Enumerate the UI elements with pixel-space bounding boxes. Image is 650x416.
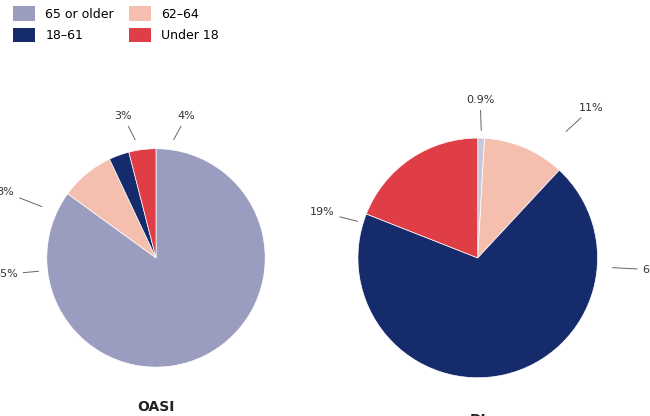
Wedge shape bbox=[109, 152, 156, 258]
Wedge shape bbox=[478, 138, 484, 258]
Wedge shape bbox=[68, 159, 156, 258]
X-axis label: DI: DI bbox=[469, 413, 486, 416]
Legend: 65 or older, 18–61, 62–64, Under 18: 65 or older, 18–61, 62–64, Under 18 bbox=[13, 6, 219, 42]
X-axis label: OASI: OASI bbox=[137, 400, 175, 414]
Text: 8%: 8% bbox=[0, 187, 42, 207]
Wedge shape bbox=[367, 138, 478, 258]
Text: 19%: 19% bbox=[309, 208, 358, 221]
Text: 69%: 69% bbox=[612, 265, 650, 275]
Text: 4%: 4% bbox=[174, 111, 196, 140]
Wedge shape bbox=[129, 149, 156, 258]
Text: 0.9%: 0.9% bbox=[466, 95, 495, 131]
Wedge shape bbox=[478, 138, 559, 258]
Text: 3%: 3% bbox=[114, 111, 135, 140]
Wedge shape bbox=[47, 149, 265, 367]
Text: 11%: 11% bbox=[566, 103, 604, 131]
Wedge shape bbox=[358, 170, 597, 378]
Text: 85%: 85% bbox=[0, 269, 38, 279]
